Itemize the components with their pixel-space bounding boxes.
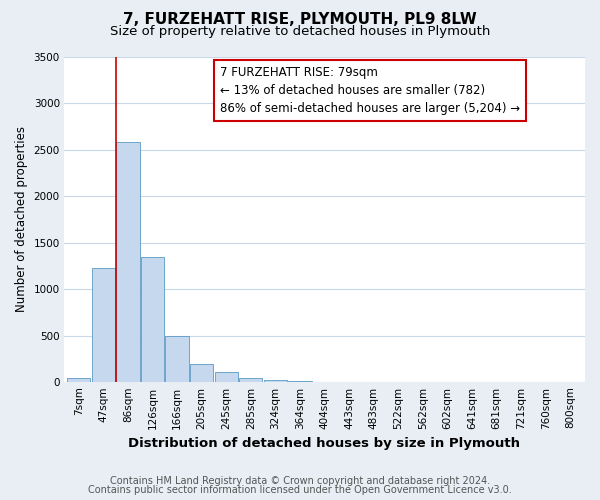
Text: Contains HM Land Registry data © Crown copyright and database right 2024.: Contains HM Land Registry data © Crown c… <box>110 476 490 486</box>
Text: 7, FURZEHATT RISE, PLYMOUTH, PL9 8LW: 7, FURZEHATT RISE, PLYMOUTH, PL9 8LW <box>123 12 477 28</box>
Bar <box>239 378 262 382</box>
Bar <box>263 380 287 382</box>
Bar <box>215 372 238 382</box>
Bar <box>67 378 91 382</box>
Bar <box>141 256 164 382</box>
Text: Size of property relative to detached houses in Plymouth: Size of property relative to detached ho… <box>110 25 490 38</box>
Text: 7 FURZEHATT RISE: 79sqm
← 13% of detached houses are smaller (782)
86% of semi-d: 7 FURZEHATT RISE: 79sqm ← 13% of detache… <box>220 66 520 116</box>
Bar <box>116 142 140 382</box>
Bar <box>190 364 213 382</box>
Text: Contains public sector information licensed under the Open Government Licence v3: Contains public sector information licen… <box>88 485 512 495</box>
Bar <box>92 268 115 382</box>
Y-axis label: Number of detached properties: Number of detached properties <box>15 126 28 312</box>
Bar <box>166 336 188 382</box>
X-axis label: Distribution of detached houses by size in Plymouth: Distribution of detached houses by size … <box>128 437 520 450</box>
